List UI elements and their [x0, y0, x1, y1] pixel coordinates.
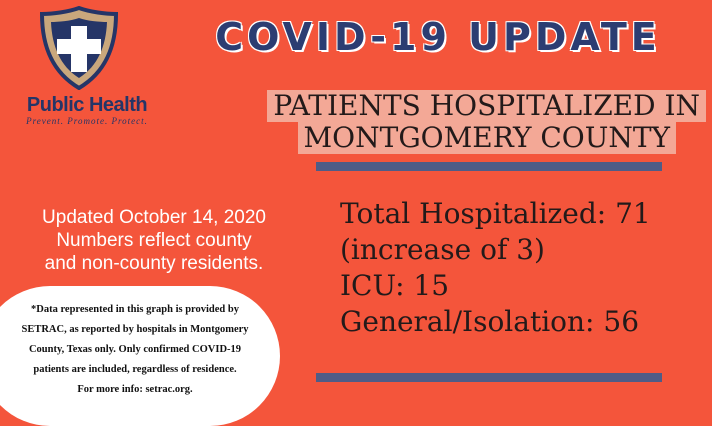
org-name: Public Health [26, 94, 148, 116]
updated-note-line-1: Numbers reflect county [56, 230, 252, 251]
updated-note-line-2: and non-county residents. [44, 253, 264, 274]
subheading-line-1: PATIENTS HOSPITALIZED IN [267, 90, 706, 122]
cross-shield-icon [39, 5, 119, 91]
updated-date: Updated October 14, 2020 [42, 207, 266, 228]
icu-count: ICU: 15 [340, 269, 450, 302]
headline: COVID-19 UPDATE [215, 15, 661, 59]
updated-info: Updated October 14, 2020 Numbers reflect… [6, 206, 302, 275]
org-tagline: Prevent. Promote. Protect. [26, 116, 148, 126]
data-note-line-4: patients are included, regardless of res… [33, 364, 237, 375]
public-health-logo [38, 5, 120, 91]
general-isolation-count: General/Isolation: 56 [340, 305, 640, 338]
increase-text: (increase of 3) [340, 233, 545, 266]
total-hospitalized: Total Hospitalized: 71 [340, 197, 651, 230]
data-note: *Data represented in this graph is provi… [0, 300, 270, 400]
divider-bar-bottom [316, 373, 662, 382]
subheading-line-2: MONTGOMERY COUNTY [297, 122, 676, 154]
data-note-line-2: SETRAC, as reported by hospitals in Mont… [21, 324, 249, 335]
data-note-line-1: *Data represented in this graph is provi… [31, 304, 239, 315]
hospitalization-stats: Total Hospitalized: 71 (increase of 3) I… [340, 196, 651, 340]
data-note-line-3: County, Texas only. Only confirmed COVID… [28, 344, 242, 355]
data-note-line-5: For more info: setrac.org. [77, 384, 193, 395]
divider-bar-top [316, 162, 662, 171]
